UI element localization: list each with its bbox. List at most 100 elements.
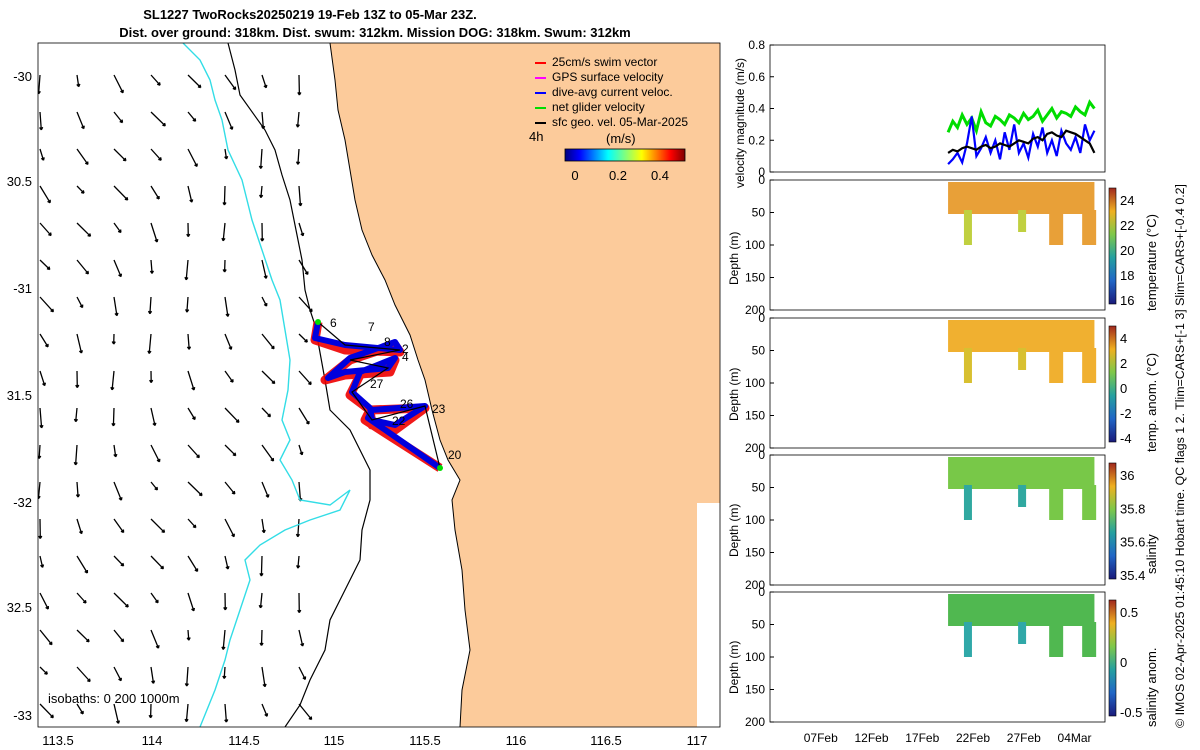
time-tick-label: 12Feb xyxy=(854,731,888,745)
dive-profile xyxy=(1018,485,1027,507)
lon-tick-label: 114 xyxy=(142,733,163,748)
lon-tick-labels: 113.5 114 114.5 115 115.5 116 116.5 117 xyxy=(42,733,707,748)
dive-profile xyxy=(1082,210,1097,245)
dive-profile xyxy=(1049,348,1064,383)
depth-tick-label: 200 xyxy=(745,715,765,729)
time-tick-label: 22Feb xyxy=(956,731,990,745)
velocity-ytick-label: 0.4 xyxy=(748,102,765,116)
chart-title-line2: Dist. over ground: 318km. Dist. swum: 31… xyxy=(119,25,631,40)
map-legend: 25cm/s swim vector GPS surface velocity … xyxy=(529,55,688,183)
legend-label: GPS surface velocity xyxy=(552,70,663,84)
colorbar-title: (m/s) xyxy=(606,131,636,146)
depth-tick-label: 50 xyxy=(752,344,766,358)
dive-profile xyxy=(963,210,972,245)
dive-profile xyxy=(1082,348,1097,383)
temp-anom-cbar-label: temp. anom. (°C) xyxy=(1144,352,1159,452)
depth-tick-label: 100 xyxy=(745,238,765,252)
track-label: 8 xyxy=(384,335,391,349)
velocity-ylabel: velocity magnitude (m/s) xyxy=(733,57,747,188)
time-tick-label: 27Feb xyxy=(1007,731,1041,745)
land xyxy=(330,43,720,727)
lat-tick-label: -32 xyxy=(13,495,32,510)
depth-tick-label: 100 xyxy=(745,513,765,527)
lon-tick-label: 115 xyxy=(324,733,345,748)
colorbar-tick-label: -2 xyxy=(1120,406,1132,421)
depth-tick-label: 200 xyxy=(745,303,765,317)
dive-profile xyxy=(1082,485,1097,520)
lon-tick-label: 115.5 xyxy=(409,733,441,748)
depth-tick-label: 0 xyxy=(758,448,765,462)
colorbar-tick-label: 35.4 xyxy=(1120,568,1145,583)
velocity-panel: 0 0.2 0.4 0.6 0.8 xyxy=(748,38,1106,179)
colorbar-tick: 0.2 xyxy=(609,168,627,183)
lat-tick-label: -31 xyxy=(13,281,32,296)
colorbar-tick-label: 18 xyxy=(1120,268,1134,283)
colorbar-tick: 0.4 xyxy=(651,168,669,183)
depth-tick-label: 200 xyxy=(745,441,765,455)
isobath-0 xyxy=(329,43,471,727)
depth-tick-label: 100 xyxy=(745,376,765,390)
sal_anom-colorbar xyxy=(1108,599,1117,717)
depth-ylabel: Depth (m) xyxy=(727,640,741,694)
colorbar-tick-label: 36 xyxy=(1120,468,1134,483)
lon-tick-label: 117 xyxy=(687,733,708,748)
colorbar-tick-label: 0.5 xyxy=(1120,605,1138,620)
time-tick-label: 07Feb xyxy=(804,731,838,745)
depth-tick-label: 50 xyxy=(752,206,766,220)
depth-ylabel: Depth (m) xyxy=(727,231,741,285)
legend-label: sfc geo. vel. 05-Mar-2025 xyxy=(552,115,688,129)
track-label: 26 xyxy=(400,397,414,411)
track-label: 6 xyxy=(330,316,337,330)
colorbar-tick-label: 35.8 xyxy=(1120,501,1145,516)
colorbar-tick-label: 0 xyxy=(1120,381,1127,396)
track-label: 20 xyxy=(448,448,462,462)
colorbar-tick-label: 20 xyxy=(1120,243,1134,258)
depth-ylabel: Depth (m) xyxy=(727,503,741,557)
track-label: 7 xyxy=(368,320,375,334)
legend-time: 4h xyxy=(529,129,543,144)
colorbar-tick-label: 2 xyxy=(1120,356,1127,371)
colorbar-tick-label: 22 xyxy=(1120,218,1134,233)
velocity-line xyxy=(947,116,1096,166)
chart-title-line1: SL1227 TwoRocks20250219 19-Feb 13Z to 05… xyxy=(143,7,477,22)
lon-tick-label: 113.5 xyxy=(42,733,74,748)
dive-profile xyxy=(1049,622,1064,657)
dive-profile xyxy=(963,485,972,520)
depth-tick-label: 0 xyxy=(758,173,765,187)
speed-colorbar xyxy=(564,148,686,162)
depth-tick-label: 0 xyxy=(758,311,765,325)
depth-tick-label: 150 xyxy=(745,271,765,285)
track-label: 22 xyxy=(392,414,406,428)
lat-tick-label: 32.5 xyxy=(7,600,32,615)
depth-tick-label: 50 xyxy=(752,618,766,632)
colorbar-tick-label: 0 xyxy=(1120,655,1127,670)
legend-label: dive-avg current veloc. xyxy=(552,85,673,99)
section-body xyxy=(948,594,1095,626)
dive-profile xyxy=(1018,622,1027,644)
dive-profile xyxy=(1082,622,1097,657)
temperature-cbar-label: temperature (°C) xyxy=(1144,214,1159,311)
salinity-anom-cbar-label: salinity anom. xyxy=(1144,647,1159,727)
section-body xyxy=(948,182,1095,214)
track-label: 27 xyxy=(370,377,384,391)
depth-tick-label: 150 xyxy=(745,683,765,697)
depth-tick-label: 200 xyxy=(745,578,765,592)
track-labels: 6 7 8 2 4 27 26 23 22 20 xyxy=(330,316,462,462)
velocity-series xyxy=(946,99,1096,166)
section-body xyxy=(948,320,1095,352)
sal_anom-panel: 0 50 100 150 200 0.5 0 -0.5 xyxy=(745,585,1142,729)
depth-tick-label: 100 xyxy=(745,650,765,664)
velocity-ytick-label: 0.6 xyxy=(748,70,765,84)
current-vectors xyxy=(38,74,313,724)
lon-tick-label: 114.5 xyxy=(228,733,260,748)
velocity-ytick-label: 0.2 xyxy=(748,133,765,147)
dive-profile xyxy=(1049,210,1064,245)
dive-profile xyxy=(963,622,972,657)
lat-tick-labels: -30 30.5 -31 31.5 -32 32.5 -33 xyxy=(7,69,32,723)
temp_anom-panel: 0 50 100 150 200 4 2 0 -2 -4 xyxy=(745,311,1132,455)
velocity-ytick-label: 0 xyxy=(758,165,765,179)
lon-tick-label: 116 xyxy=(506,733,527,748)
lat-tick-label: -33 xyxy=(13,708,32,723)
lat-tick-label: 31.5 xyxy=(7,388,32,403)
